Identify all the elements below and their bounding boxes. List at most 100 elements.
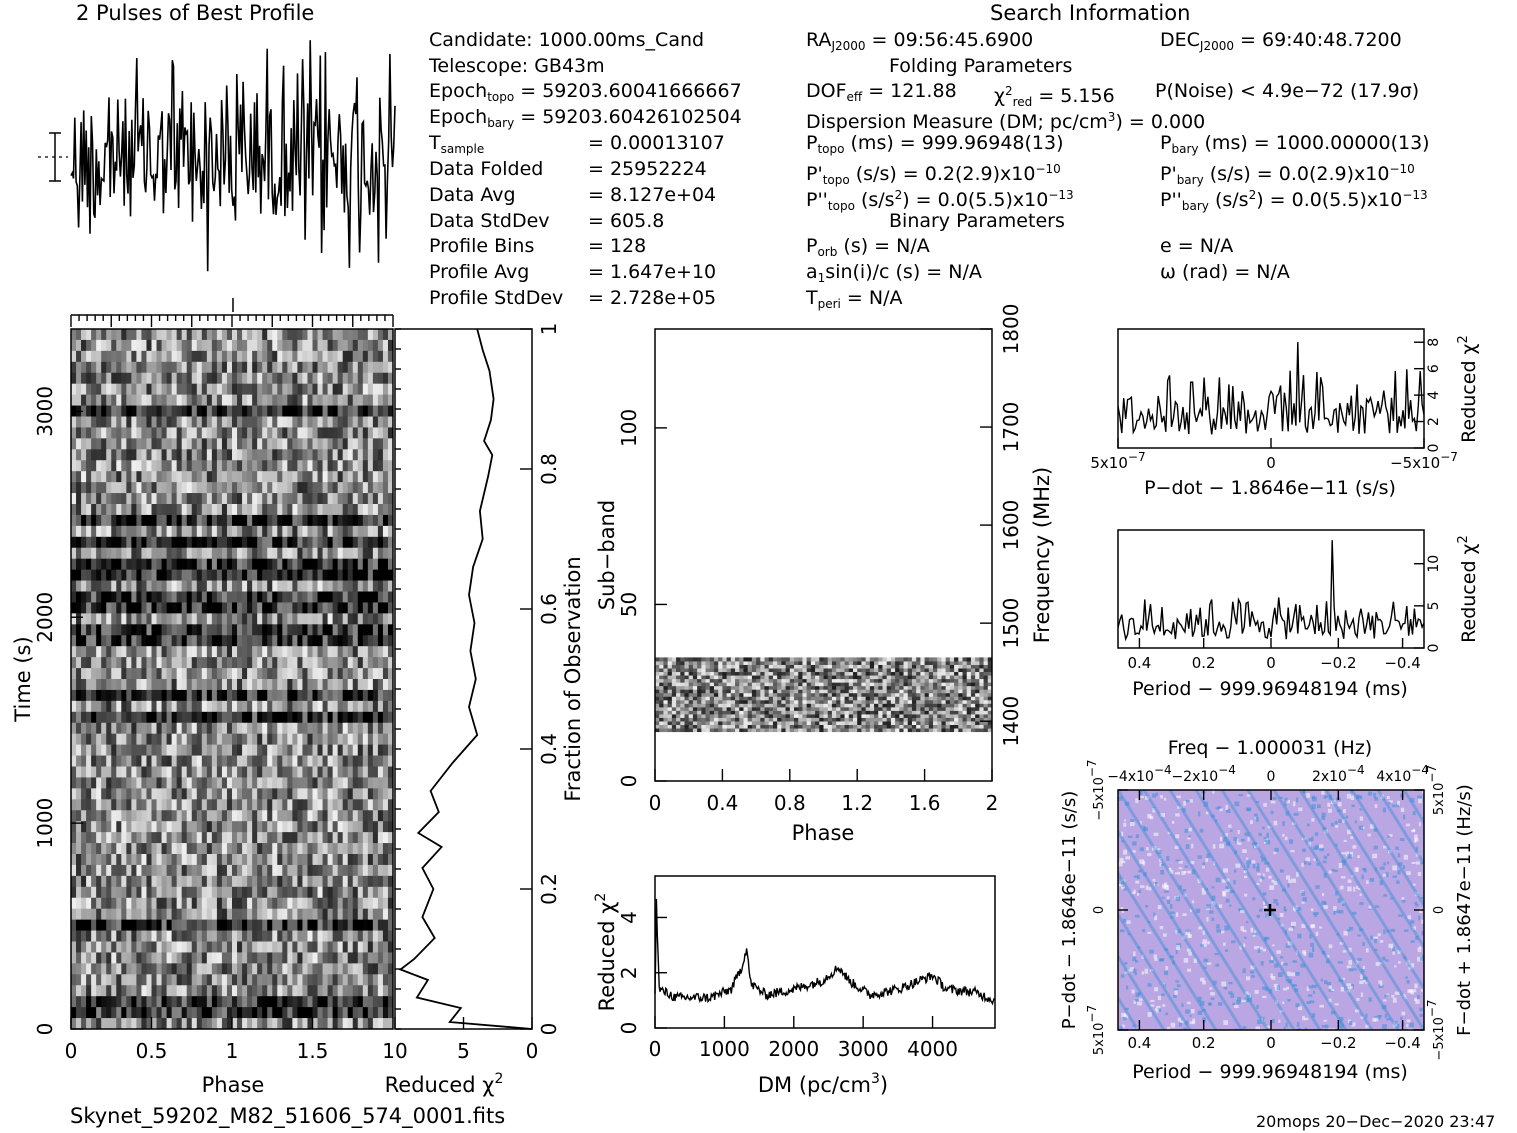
time-phase-cell xyxy=(146,339,152,352)
time-phase-cell xyxy=(151,777,158,789)
subband-cell xyxy=(659,728,664,733)
subband-cell xyxy=(676,724,681,729)
time-phase-cell xyxy=(91,1018,97,1029)
subband-cell xyxy=(899,713,905,718)
subband-cell xyxy=(920,717,926,722)
time-phase-cell xyxy=(352,547,359,560)
time-phase-cell xyxy=(347,449,354,461)
time-phase-cell xyxy=(206,547,213,560)
time-phase-cell xyxy=(96,832,102,844)
time-phase-cell xyxy=(151,788,158,800)
time-phase-cell xyxy=(372,514,379,527)
time-phase-cell xyxy=(367,875,374,888)
subband-cell xyxy=(827,713,833,718)
time-phase-cell xyxy=(201,471,208,483)
time-phase-cell xyxy=(267,383,273,396)
time-phase-cell xyxy=(181,886,188,899)
time-phase-cell xyxy=(101,679,107,691)
time-phase-cell xyxy=(166,525,173,538)
time-phase-cell xyxy=(267,536,273,549)
time-phase-cell xyxy=(151,624,158,636)
time-phase-cell xyxy=(352,974,359,986)
time-phase-cell xyxy=(352,700,359,713)
time-phase-cell xyxy=(121,657,127,669)
time-phase-cell xyxy=(106,766,112,778)
time-phase-cell xyxy=(81,864,87,877)
subband-cell xyxy=(861,720,867,725)
time-phase-cell xyxy=(146,372,152,385)
time-phase-cell xyxy=(196,788,203,800)
time-phase-cell xyxy=(312,504,319,516)
time-phase-cell xyxy=(151,427,158,439)
time-phase-cell xyxy=(111,766,117,778)
time-phase-cell xyxy=(136,733,142,746)
time-phase-cell xyxy=(282,679,288,691)
time-phase-cell xyxy=(277,525,283,538)
time-phase-cell xyxy=(226,941,233,953)
time-phase-cell xyxy=(121,711,127,724)
time-phase-cell xyxy=(307,482,313,494)
time-phase-cell xyxy=(161,854,168,866)
time-phase-cell xyxy=(181,514,188,527)
time-phase-cell xyxy=(382,329,389,341)
time-phase-cell xyxy=(131,383,137,396)
time-phase-cell xyxy=(141,744,147,757)
time-phase-cell xyxy=(106,657,112,669)
time-phase-cell xyxy=(322,679,329,691)
subband-cell xyxy=(882,720,888,725)
time-phase-cell xyxy=(337,361,344,374)
subband-cell xyxy=(920,706,926,711)
time-phase-cell xyxy=(221,941,228,953)
time-phase-cell xyxy=(161,372,168,385)
time-phase-cell xyxy=(307,799,313,811)
time-phase-cell xyxy=(237,514,243,527)
time-phase-cell xyxy=(201,580,208,592)
subband-cell xyxy=(802,706,808,711)
time-phase-cell xyxy=(262,482,268,494)
time-phase-cell xyxy=(91,471,97,483)
time-phase-cell xyxy=(267,963,273,975)
subband-cell xyxy=(836,706,841,711)
time-phase-cell xyxy=(201,657,208,669)
subband-cell xyxy=(966,717,972,722)
time-phase-cell xyxy=(332,449,339,461)
time-phase-cell xyxy=(317,974,324,986)
time-phase-cell xyxy=(141,1007,147,1019)
subband-cell xyxy=(768,728,774,733)
time-phase-cell xyxy=(181,394,188,407)
time-phase-cell xyxy=(252,996,258,1008)
subband-cell xyxy=(827,720,833,725)
time-phase-cell xyxy=(297,821,303,833)
time-phase-cell xyxy=(216,755,223,767)
time-phase-cell xyxy=(357,832,364,844)
time-phase-cell xyxy=(327,875,334,888)
time-phase-cell xyxy=(221,613,228,625)
time-phase-cell xyxy=(357,361,364,374)
time-phase-cell xyxy=(106,919,112,932)
time-phase-cell xyxy=(342,952,349,964)
time-phase-cell xyxy=(382,438,389,450)
time-phase-cell xyxy=(201,821,208,833)
time-phase-cell xyxy=(272,952,278,964)
time-phase-cell xyxy=(221,919,228,932)
time-phase-cell xyxy=(116,591,122,603)
time-phase-cell xyxy=(327,471,334,483)
time-phase-cell xyxy=(96,646,102,658)
time-phase-cell xyxy=(111,864,117,877)
time-phase-cell xyxy=(362,482,369,494)
time-phase-cell xyxy=(257,558,263,571)
time-phase-cell xyxy=(312,361,319,374)
time-phase-cell xyxy=(226,1018,233,1029)
time-phase-cell xyxy=(257,1007,263,1019)
time-phase-cell xyxy=(141,821,147,833)
time-phase-cell xyxy=(327,361,334,374)
time-phase-cell xyxy=(101,963,107,975)
time-phase-cell xyxy=(302,361,308,374)
time-phase-cell xyxy=(257,1018,263,1029)
time-phase-cell xyxy=(111,821,117,833)
time-phase-cell xyxy=(156,799,163,811)
time-phase-cell xyxy=(252,339,258,352)
time-phase-cell xyxy=(382,591,389,603)
time-phase-cell xyxy=(136,580,142,592)
time-phase-cell xyxy=(126,504,132,516)
